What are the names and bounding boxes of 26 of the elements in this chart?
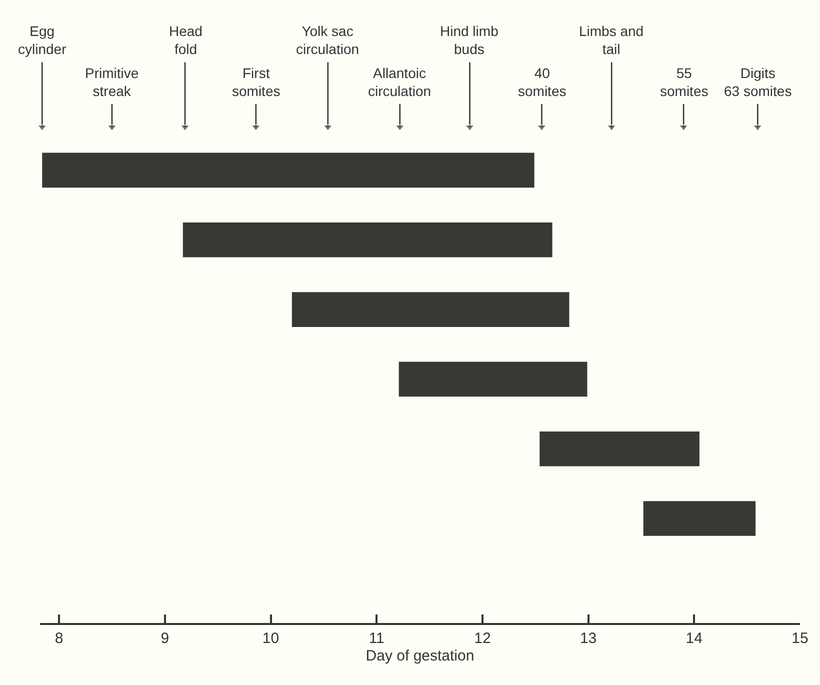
x-tick-label: 8 (54, 630, 64, 647)
bar (182, 222, 552, 258)
x-tick-label: 10 (262, 630, 280, 647)
ref-line-label: Head fold (169, 23, 202, 58)
ref-line-label: Yolk sac circulation (296, 23, 360, 58)
ref-line-label: Limbs and tail (579, 23, 644, 58)
x-tick-label: 13 (580, 630, 597, 647)
ref-line-label: 55 somites (660, 65, 708, 100)
ref-line-label: Allantoic circulation (368, 65, 432, 100)
x-tick-label: 14 (686, 630, 702, 647)
ref-line-label: First somites (232, 65, 280, 100)
x-tick-label: 11 (368, 630, 384, 647)
bar (42, 152, 534, 188)
ref-line-label: 40 somites (518, 65, 566, 100)
ref-line-label: Primitive streak (85, 65, 139, 100)
x-tick-label: 12 (474, 630, 491, 647)
ref-line-label: Egg cylinder (18, 23, 67, 58)
bar (643, 501, 756, 536)
bar (398, 362, 588, 397)
x-axis-title: Day of gestation (366, 647, 474, 664)
bar (292, 292, 570, 327)
ref-line-label: Hind limb buds (440, 23, 499, 58)
bar (540, 431, 700, 466)
x-tick-label: 9 (160, 630, 170, 647)
x-tick-label: 15 (792, 630, 808, 647)
ref-line-label: Digits 63 somites (724, 65, 792, 100)
